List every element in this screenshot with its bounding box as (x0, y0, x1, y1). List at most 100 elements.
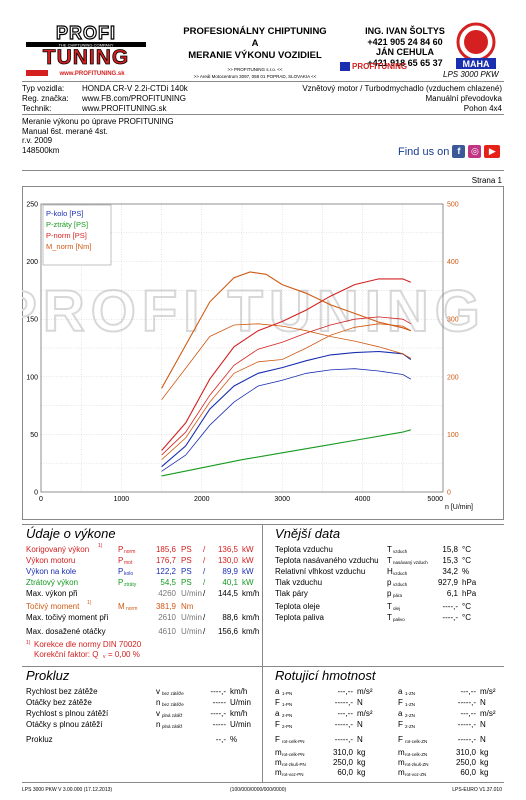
notes: Meranie výkonu po úprave PROFITUNING Man… (22, 117, 174, 155)
lps-model: LPS 3000 PKW (443, 70, 499, 79)
maxm-label: Max. točivý moment při (26, 613, 109, 622)
header-title: PROFESIONÁLNY CHIPTUNING A MERANIE VÝKON… (155, 26, 355, 80)
prokluz-label: Otáčky s plnou zátěží (26, 720, 103, 729)
rot-value: -----,- (334, 720, 353, 729)
rot-value: 250,0 (332, 758, 353, 767)
y-left-tick-label: 0 (34, 490, 38, 497)
prokluz-symbol: n (156, 698, 161, 707)
address-line: >> Areál Motocentrum 3097, 058 01 POPRAD… (193, 74, 317, 79)
x-tick-label: 4000 (355, 496, 371, 503)
maha-text: MAHA (463, 59, 490, 69)
youtube-icon[interactable]: ▶ (484, 145, 501, 158)
gearbox-type: Manuální převodovka (425, 94, 503, 103)
prokluz-value: ----- (212, 720, 226, 729)
logo-graphic: PROFI THE CHIPTUNING COMPANY TUNING www.… (26, 22, 146, 77)
prokluz-unit: U/min (230, 720, 251, 729)
ztrat-kw-unit: kW (242, 578, 254, 587)
ext-label: Teplota oleje (275, 602, 320, 611)
ext-value: 927,9 (437, 578, 458, 587)
rot-title: Rotujicí hmotnost (275, 668, 376, 683)
title-line-1: PROFESIONÁLNY CHIPTUNING (183, 26, 327, 37)
instagram-icon[interactable]: ◎ (468, 145, 482, 158)
x-axis-label: n [U/min] (445, 504, 473, 511)
series-before-tuning (161, 368, 411, 472)
find-us-text: Find us on (398, 145, 450, 158)
legend-entry: P-ztráty [PS] (46, 220, 88, 229)
maxv-rpm: 4260 (158, 589, 176, 598)
rot-symbol: F (275, 698, 280, 707)
divider (262, 666, 263, 782)
ext-unit: °C (462, 602, 471, 611)
ext-symbol: H (387, 567, 393, 576)
ext-symbol: T (387, 545, 392, 554)
rot-symbol-sub: rot-celk-ZN (405, 739, 428, 744)
divider (22, 524, 504, 525)
motor-ps-unit: PS (181, 556, 192, 565)
rot-unit: N (357, 735, 363, 744)
din-note: Korekce dle normy DIN 70020 (34, 640, 142, 649)
divider (22, 782, 504, 783)
rot-symbol: F (398, 735, 403, 744)
title-line-2: A (251, 38, 259, 49)
rot-unit: N (480, 698, 486, 707)
legend-entry: P-kolo [PS] (46, 209, 84, 218)
kolo-kw-value: 89,9 (222, 567, 238, 576)
korig-ps-unit: PS (181, 545, 192, 554)
logo-profi-text: PROFI (56, 23, 116, 43)
rot-symbol: F (275, 720, 280, 729)
rot-value: 310,0 (332, 748, 353, 757)
prokluz-symbol-sub: plná zátěž (162, 713, 183, 718)
prokluz-symbol: v (156, 687, 160, 696)
footnote-mark: 1) (26, 640, 31, 646)
prokluz-value: --,- (215, 735, 226, 744)
series-before-tuning (161, 316, 411, 456)
kolo-symbol-sub: kolo (124, 571, 134, 577)
slash: / (203, 627, 206, 636)
series-before-tuning (161, 323, 411, 401)
rot-unit: m/s² (357, 687, 373, 696)
series-p-ztr-ty-ps- (161, 429, 411, 477)
profituning-logo: PROFI THE CHIPTUNING COMPANY TUNING www.… (22, 22, 150, 78)
rot-value: ---,-- (337, 709, 353, 718)
rot-symbol-sub: rot-voz-ZN (405, 772, 427, 777)
prokluz-symbol-sub: plná zátěž (162, 724, 183, 729)
prokluz-label: Rychlost s plnou zátěží (26, 709, 109, 718)
ext-symbol: T (387, 602, 392, 611)
maxm-kmh: 88,6 (222, 613, 238, 622)
korig-symbol-sub: norm (124, 549, 136, 555)
y-left-tick-label: 200 (26, 259, 38, 266)
rpm-unit: U/min (181, 613, 202, 622)
prokluz-symbol: v (156, 709, 160, 718)
kolo-label: Výkon na kole (26, 567, 77, 576)
ext-symbol-sub: nasávaný vzduch (393, 560, 428, 565)
rot-symbol-sub: 2-ZN (405, 713, 415, 718)
korig-symbol: P (118, 545, 124, 554)
ext-symbol-sub: vzduch (393, 582, 408, 587)
rot-symbol: F (398, 698, 403, 707)
note-line: Manual 6st. merané 4st. (22, 126, 108, 136)
rpm-unit: U/min (181, 589, 202, 598)
rot-unit: kg (357, 768, 366, 777)
y-right-tick-label: 0 (447, 490, 451, 497)
rot-symbol-sub: 2-ZN (405, 724, 415, 729)
title-line-3: MERANIE VÝKONU VOZIDIEL (188, 50, 322, 61)
rot-value: -----,- (334, 698, 353, 707)
ext-symbol: T (387, 613, 392, 622)
facebook-icon[interactable]: f (452, 145, 466, 158)
ext-unit: °C (462, 545, 471, 554)
rot-value: ---,-- (460, 687, 476, 696)
profituning-small-logo: PROFITUNING (340, 62, 407, 72)
rpm-unit: U/min (181, 627, 202, 636)
rot-unit: kg (357, 758, 366, 767)
logo-tuning-text: TUNING (43, 46, 130, 69)
rot-symbol: F (398, 720, 403, 729)
legend-entry: P-norm [PS] (46, 231, 87, 240)
moment-value: 381,9 (155, 602, 176, 611)
maxo-kmh: 156,6 (217, 627, 238, 636)
slash: / (203, 567, 206, 576)
rot-symbol-sub: rot-voz-PN (282, 772, 304, 777)
prokluz-unit: % (230, 735, 238, 744)
rot-symbol: a (398, 687, 403, 696)
rot-unit: N (357, 720, 363, 729)
x-tick-label: 3000 (274, 496, 290, 503)
